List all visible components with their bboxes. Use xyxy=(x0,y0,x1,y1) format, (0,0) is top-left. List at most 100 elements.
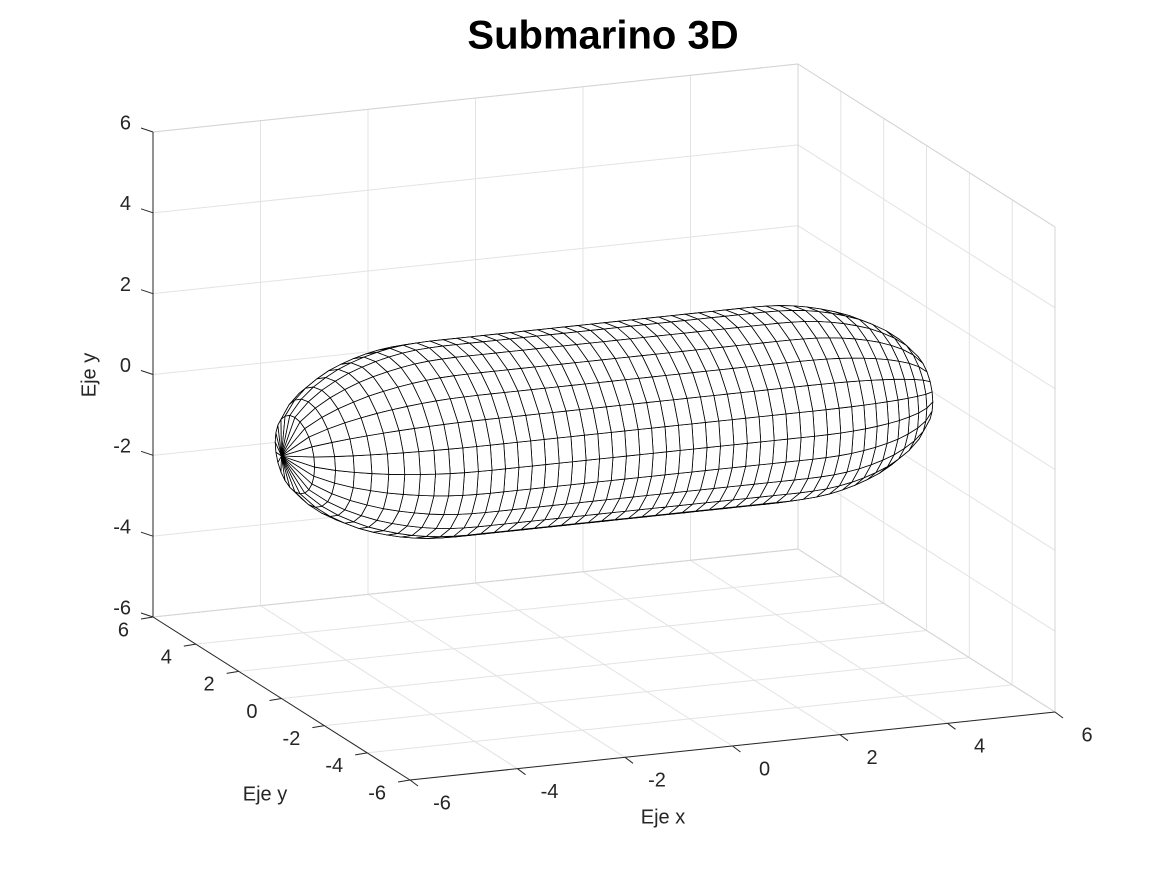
x-tick-label: 2 xyxy=(866,747,877,769)
mesh-face xyxy=(418,450,436,475)
mesh-face xyxy=(352,471,373,492)
mesh-face xyxy=(557,436,574,464)
mesh-face xyxy=(334,455,355,473)
z-tick xyxy=(140,370,154,375)
mesh-face xyxy=(489,443,506,471)
mesh-face xyxy=(758,440,775,466)
grid-line xyxy=(152,144,799,214)
mesh-face xyxy=(798,410,815,439)
z-tick-label: -2 xyxy=(113,436,131,458)
mesh-face xyxy=(651,451,668,477)
mesh-face xyxy=(745,441,762,467)
z-tick-label: 2 xyxy=(120,274,131,296)
mesh-face xyxy=(448,447,465,474)
mesh-face xyxy=(875,401,889,427)
y-axis-label: Eje y xyxy=(243,783,287,805)
x-axis-label: Eje x xyxy=(641,806,685,828)
box-edge xyxy=(797,548,1056,713)
mesh-face xyxy=(637,452,654,479)
z-tick xyxy=(140,127,154,133)
mesh-face xyxy=(851,404,866,432)
mesh-face xyxy=(718,444,735,470)
mesh-face xyxy=(448,472,465,497)
mesh-face xyxy=(897,397,910,421)
x-tick-label: -6 xyxy=(433,792,451,814)
mesh-face xyxy=(624,454,641,480)
grid-line xyxy=(324,657,970,727)
mesh-face xyxy=(360,413,384,437)
mesh-face xyxy=(476,444,493,472)
mesh-face xyxy=(516,465,533,491)
mesh-face xyxy=(557,461,574,487)
mesh-face xyxy=(386,473,406,495)
mesh-face xyxy=(433,448,451,475)
y-tick-label: 2 xyxy=(204,674,215,696)
mesh-face xyxy=(772,438,789,464)
x-tick xyxy=(732,745,741,753)
x-tick xyxy=(409,779,419,787)
x-tick xyxy=(839,734,849,742)
box-edge xyxy=(152,548,799,618)
grid-line xyxy=(152,225,799,295)
mesh-face xyxy=(583,458,600,484)
mesh-face xyxy=(704,420,721,448)
mesh-face xyxy=(530,464,547,490)
y-tick xyxy=(269,698,282,701)
mesh-face xyxy=(886,399,900,424)
x-tick-label: -4 xyxy=(541,781,559,803)
mesh-face xyxy=(433,473,451,497)
grid-line xyxy=(797,467,1056,632)
y-tick-label: -6 xyxy=(368,782,386,804)
grid-line xyxy=(797,144,1056,309)
x-tick xyxy=(624,756,634,764)
z-tick xyxy=(140,612,154,618)
y-tick xyxy=(226,670,239,674)
mesh-face xyxy=(812,409,829,437)
mesh-face xyxy=(637,427,654,456)
box-edge xyxy=(797,63,1056,228)
y-tick xyxy=(183,643,196,647)
x-tick-label: 6 xyxy=(1081,724,1092,746)
z-tick-label: -6 xyxy=(113,597,131,619)
mesh-face xyxy=(851,428,866,454)
mesh-face xyxy=(386,452,406,475)
mesh-face xyxy=(402,451,421,475)
y-tick xyxy=(397,779,411,783)
y-tick-label: 4 xyxy=(161,646,172,668)
mesh-face xyxy=(825,407,842,436)
mesh-face xyxy=(838,406,854,434)
mesh-face xyxy=(758,414,775,443)
grid-line xyxy=(195,575,841,645)
mesh-face xyxy=(352,454,373,474)
mesh-face xyxy=(476,469,493,495)
mesh-face xyxy=(543,437,560,465)
mesh-face xyxy=(462,471,479,496)
x-tick xyxy=(517,768,526,776)
z-tick xyxy=(140,208,154,214)
y-tick-label: 6 xyxy=(118,619,129,641)
mesh-face xyxy=(691,422,708,450)
x-tick xyxy=(1054,711,1064,719)
mesh-face xyxy=(863,403,878,430)
mesh-face xyxy=(370,473,390,494)
mesh-face xyxy=(418,473,436,497)
mesh-face xyxy=(731,442,748,469)
mesh-face xyxy=(570,434,587,463)
mesh-face xyxy=(402,474,421,496)
mesh-face xyxy=(772,413,789,441)
z-tick-label: -4 xyxy=(113,516,131,538)
mesh-face xyxy=(664,424,681,453)
z-tick xyxy=(140,450,154,456)
mesh-face xyxy=(798,435,815,462)
grid-line xyxy=(281,630,927,699)
mesh-face xyxy=(825,432,842,458)
mesh-face xyxy=(838,430,854,457)
mesh-face xyxy=(462,446,479,474)
mesh-face xyxy=(610,455,627,481)
z-tick-label: 4 xyxy=(120,193,131,215)
mesh-face xyxy=(503,441,520,470)
z-tick-label: 0 xyxy=(120,355,131,377)
mesh-face xyxy=(570,459,587,486)
y-tick-label: 0 xyxy=(246,701,257,723)
mesh-face xyxy=(718,419,735,447)
